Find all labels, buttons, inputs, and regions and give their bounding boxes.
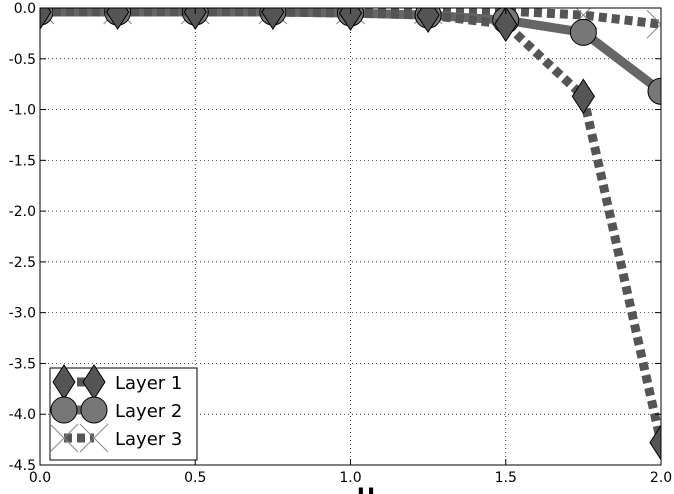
legend-label: Layer 1 — [115, 373, 182, 394]
series-line — [40, 8, 661, 444]
legend-entry: Layer 3 — [49, 423, 182, 453]
diamond-marker — [338, 8, 363, 31]
diamond-marker — [649, 424, 661, 461]
diamond-marker — [416, 8, 440, 34]
circle-marker — [569, 18, 597, 46]
diamond-marker — [40, 8, 52, 30]
y-tick-label: -0.5 — [9, 52, 36, 68]
circle-marker — [80, 396, 108, 424]
y-tick-label: -3.5 — [9, 356, 36, 372]
y-tick-label: -2.0 — [9, 204, 36, 220]
x-tick-label: 1.0 — [339, 470, 361, 486]
diamond-marker — [494, 8, 518, 43]
series-layer — [40, 8, 661, 461]
legend-label: Layer 3 — [115, 429, 182, 450]
legend-entry: Layer 1 — [52, 364, 182, 400]
x-marker — [79, 423, 109, 453]
x-marker — [49, 423, 79, 453]
circle-marker — [50, 396, 78, 424]
x-tick-label: 2.0 — [650, 470, 672, 486]
y-tick-label: -1.0 — [9, 103, 36, 119]
legend: Layer 1 Layer 2 Layer 3 — [49, 364, 198, 461]
x-axis-label: H — [357, 485, 375, 494]
axis-ticks: 0.0 0.5 1.0 1.5 2.0 0.0 -0.5 -1.0 -1.5 -2.0 -2.5 -3… — [9, 1, 672, 486]
circle-marker — [647, 77, 661, 105]
x-marker-stroke — [79, 423, 109, 453]
diamond-marker — [261, 8, 285, 30]
x-tick-label: 1.5 — [495, 470, 517, 486]
x-tick-label: 0.5 — [184, 470, 206, 486]
diamond-marker — [183, 8, 207, 30]
x-marker-stroke — [646, 23, 661, 39]
diamond-marker — [571, 78, 595, 115]
y-tick-label: 0.0 — [14, 1, 36, 17]
y-tick-label: -2.5 — [9, 255, 36, 271]
series-layer-1 — [40, 8, 661, 461]
diamond-marker — [106, 8, 130, 30]
x-marker — [646, 9, 661, 39]
legend-entry: Layer 2 — [50, 396, 182, 424]
y-tick-label: -1.5 — [9, 153, 36, 169]
legend-label: Layer 2 — [115, 401, 182, 422]
y-tick-label: -4.0 — [9, 407, 36, 423]
x-marker-stroke — [49, 423, 79, 453]
x-marker-stroke — [646, 9, 661, 25]
y-tick-label: -4.5 — [9, 458, 36, 474]
y-tick-label: -3.0 — [9, 306, 36, 322]
x-tick-label: 0.0 — [29, 470, 51, 486]
